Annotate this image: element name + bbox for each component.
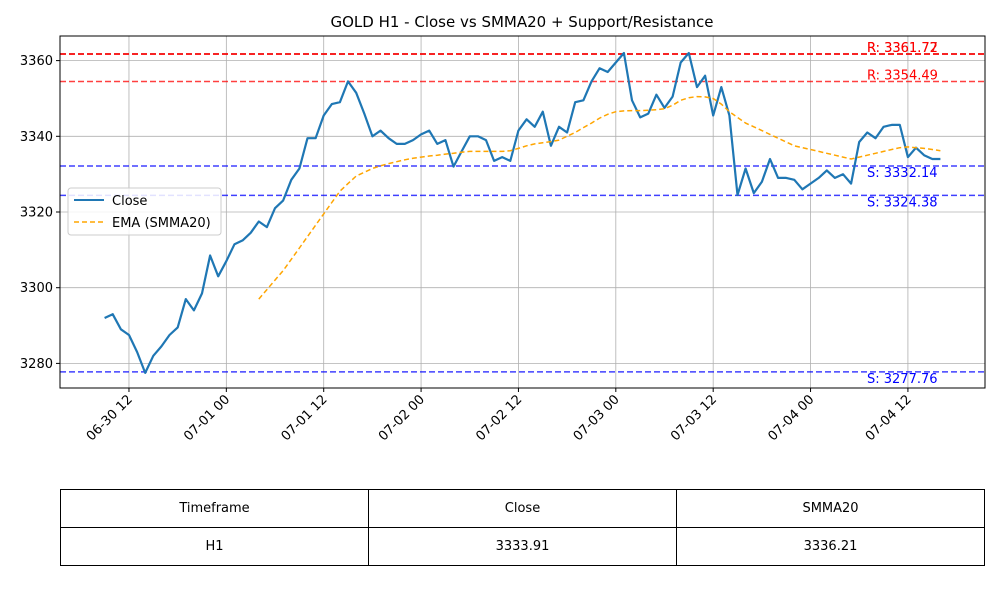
support-level-label: S: 3324.38 [867,195,938,210]
chart-title: GOLD H1 - Close vs SMMA20 + Support/Resi… [330,13,713,31]
support-level-label: S: 3277.76 [867,372,938,387]
x-tick-label: 06-30 12 [84,392,136,444]
y-tick-label: 3340 [20,130,53,145]
legend-ema-label: EMA (SMMA20) [112,216,211,231]
table-row: H1 3333.91 3336.21 [60,527,985,566]
y-tick-label: 3360 [20,54,53,69]
table-header-close: Close [368,489,677,528]
table-cell-timeframe: H1 [60,527,369,566]
table-header-smma20: SMMA20 [676,489,985,528]
line-chart: GOLD H1 - Close vs SMMA20 + Support/Resi… [20,13,986,444]
summary-table: Timeframe Close SMMA20 H1 3333.91 3336.2… [60,489,985,566]
level-labels: R: 3361.77R: 3361.72 R: 3354.49 S: 3332.14… [867,41,938,387]
resistance-level-label: R: 3354.49 [867,68,938,83]
x-tick-label: 07-04 12 [863,392,915,444]
x-tick-label: 07-02 00 [376,392,428,444]
resistance-level-label: R: 3361.72 [867,41,938,56]
x-axis: 06-30 12 07-01 00 07-01 12 07-02 00 07-02 12… [84,388,915,444]
ema-smma20-line [258,95,941,300]
close-price-line [104,51,941,374]
x-tick-label: 07-01 00 [181,392,233,444]
table-header-timeframe: Timeframe [60,489,369,528]
table-cell-close: 3333.91 [368,527,677,566]
support-level-label: S: 3332.14 [867,166,938,181]
y-tick-label: 3300 [20,281,53,296]
legend-box [67,187,222,236]
x-tick-label: 07-04 00 [765,392,817,444]
legend-close-label: Close [112,194,147,209]
x-tick-label: 07-03 12 [668,392,720,444]
table-header-row: Timeframe Close SMMA20 [60,489,985,528]
x-tick-label: 07-03 00 [571,392,623,444]
y-tick-label: 3280 [20,357,53,372]
series-lines [104,51,941,374]
x-tick-label: 07-01 12 [279,392,331,444]
legend: Close EMA (SMMA20) [67,187,222,236]
y-axis: 3280 3300 3320 3340 3360 [20,54,60,372]
table-cell-smma20: 3336.21 [676,527,985,566]
x-tick-label: 07-02 12 [473,392,525,444]
y-tick-label: 3320 [20,206,53,221]
resistance-level-label: R: 3361.77 [867,41,938,56]
